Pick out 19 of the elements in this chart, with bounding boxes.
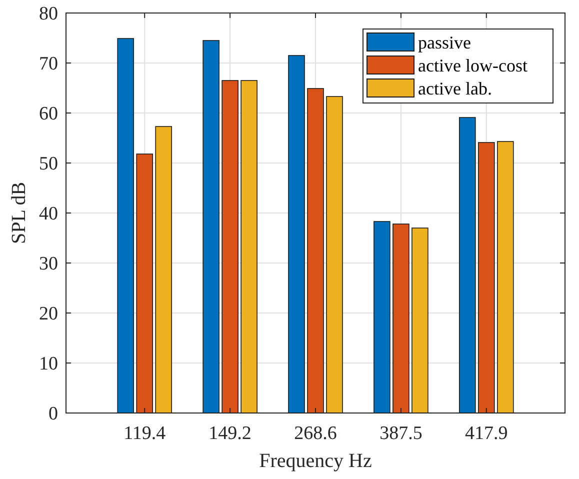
x-axis-title: Frequency Hz [259, 450, 372, 472]
x-tick-label: 417.9 [465, 423, 508, 444]
x-tick-label: 268.6 [294, 423, 337, 444]
legend-label: active low-cost [418, 55, 528, 76]
y-tick-label: 40 [39, 204, 58, 225]
x-tick-label: 149.2 [208, 423, 252, 444]
y-tick-label: 30 [39, 254, 58, 275]
y-tick-label: 50 [39, 154, 58, 175]
legend-label: active lab. [418, 78, 492, 98]
y-tick-label: 70 [39, 54, 58, 75]
x-tick-label: 119.4 [124, 423, 166, 444]
y-tick-label: 10 [39, 354, 58, 375]
y-tick-label: 0 [48, 404, 58, 425]
legend-label: passive [418, 32, 471, 52]
y-tick-label: 60 [39, 104, 58, 125]
x-tick-label: 387.5 [380, 423, 422, 444]
y-tick-label: 20 [39, 304, 58, 325]
y-tick-label: 80 [39, 4, 58, 25]
y-axis-title: SPL dB [8, 182, 30, 244]
